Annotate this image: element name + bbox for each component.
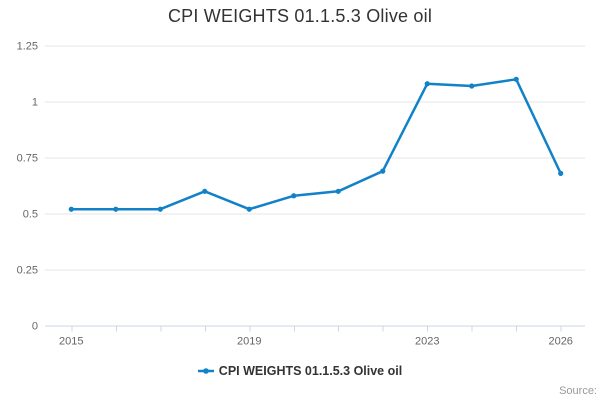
- data-point[interactable]: [68, 206, 74, 212]
- y-axis-tick-label: 1: [32, 97, 38, 109]
- data-point[interactable]: [291, 193, 297, 199]
- y-axis-tick-label: 1.25: [17, 41, 38, 53]
- series-line: [70, 78, 562, 211]
- data-point[interactable]: [113, 206, 119, 212]
- data-point[interactable]: [469, 83, 475, 89]
- data-point[interactable]: [424, 81, 430, 87]
- data-point[interactable]: [335, 188, 341, 194]
- plot-area: 0 0.25 0.5 0.75 1 1.25 2015 2019 2023 2026: [17, 41, 585, 348]
- data-point[interactable]: [202, 188, 208, 194]
- legend-item[interactable]: CPI WEIGHTS 01.1.5.3 Olive oil: [197, 364, 403, 378]
- chart-title: CPI WEIGHTS 01.1.5.3 Olive oil: [167, 6, 433, 26]
- data-point[interactable]: [558, 170, 564, 176]
- x-axis-tick-label: 2026: [548, 336, 572, 348]
- data-point[interactable]: [157, 206, 163, 212]
- y-axis-tick-label: 0: [32, 321, 38, 333]
- data-point[interactable]: [380, 168, 386, 174]
- data-point[interactable]: [246, 206, 252, 212]
- x-axis-tick-label: 2019: [237, 336, 261, 348]
- y-axis-tick-label: 0.25: [17, 265, 38, 277]
- y-axis-tick-label: 0.5: [23, 209, 38, 221]
- data-point[interactable]: [513, 76, 519, 82]
- x-axis-tick-label: 2015: [59, 336, 83, 348]
- legend-label: CPI WEIGHTS 01.1.5.3 Olive oil: [218, 364, 403, 378]
- source-credits: Source:: [559, 385, 597, 397]
- y-axis-tick-label: 0.75: [17, 153, 38, 165]
- legend-line-marker-icon: [197, 368, 214, 374]
- legend: CPI WEIGHTS 01.1.5.3 Olive oil: [0, 364, 600, 378]
- x-axis-tick-label: 2023: [415, 336, 439, 348]
